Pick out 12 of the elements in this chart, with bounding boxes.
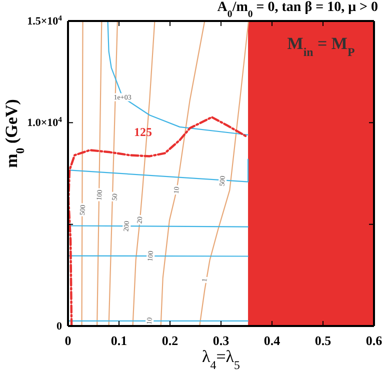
y-tick-label: 0 [56,320,62,333]
x-tick-label: 0.2 [162,333,178,348]
x-tick-label: 0.3 [212,333,230,348]
x-tick-label: 0.5 [314,333,332,348]
x-tick-label: 0.6 [366,333,382,348]
y-tick-label: 1.0×10$^{4}$ [27,114,62,130]
y-tick-label: 1.5×10$^{4}$ [27,13,62,28]
band-label: M$_{in}$ = M$_{P}$ [287,34,355,59]
x-tick-label: 0.4 [264,333,281,348]
x-tick-label: 0.1 [110,333,128,348]
x-axis-title: λ$_{4}$=λ$_{5}$ [202,347,240,372]
chart-title: A$_{0}$/m$_{0}$ = 0, tan β = 10, μ > 0 [217,0,378,20]
